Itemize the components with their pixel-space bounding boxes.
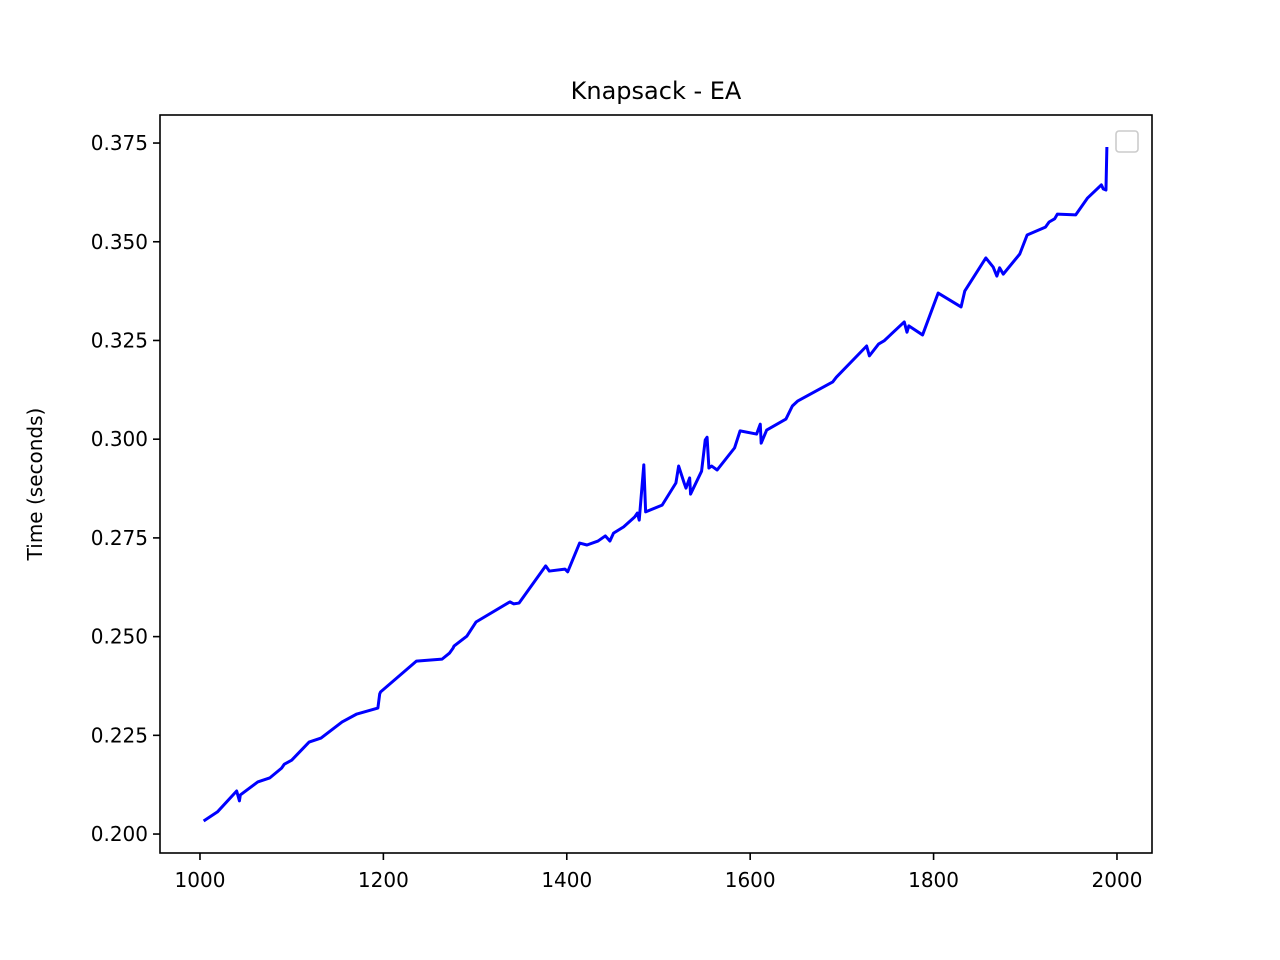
data-line <box>202 146 1109 823</box>
x-tick-label: 1000 <box>175 868 226 892</box>
y-tick-label: 0.200 <box>91 822 148 846</box>
x-tick-label: 1600 <box>725 868 776 892</box>
y-tick-label: 0.350 <box>91 230 148 254</box>
y-tick-label: 0.375 <box>91 131 148 155</box>
y-tick-label: 0.325 <box>91 328 148 352</box>
y-tick-label: 0.250 <box>91 625 148 649</box>
y-tick-label: 0.300 <box>91 427 148 451</box>
x-tick-label: 1200 <box>358 868 409 892</box>
legend <box>1115 130 1139 153</box>
x-tick-label: 2000 <box>1092 868 1143 892</box>
y-tick-label: 0.275 <box>91 526 148 550</box>
x-tick-label: 1800 <box>908 868 959 892</box>
x-tick-label: 1400 <box>541 868 592 892</box>
y-axis-label: Time (seconds) <box>23 408 47 562</box>
y-tick-label: 0.225 <box>91 723 148 747</box>
plot-frame <box>159 114 1153 854</box>
chart-title: Knapsack - EA <box>571 77 742 105</box>
